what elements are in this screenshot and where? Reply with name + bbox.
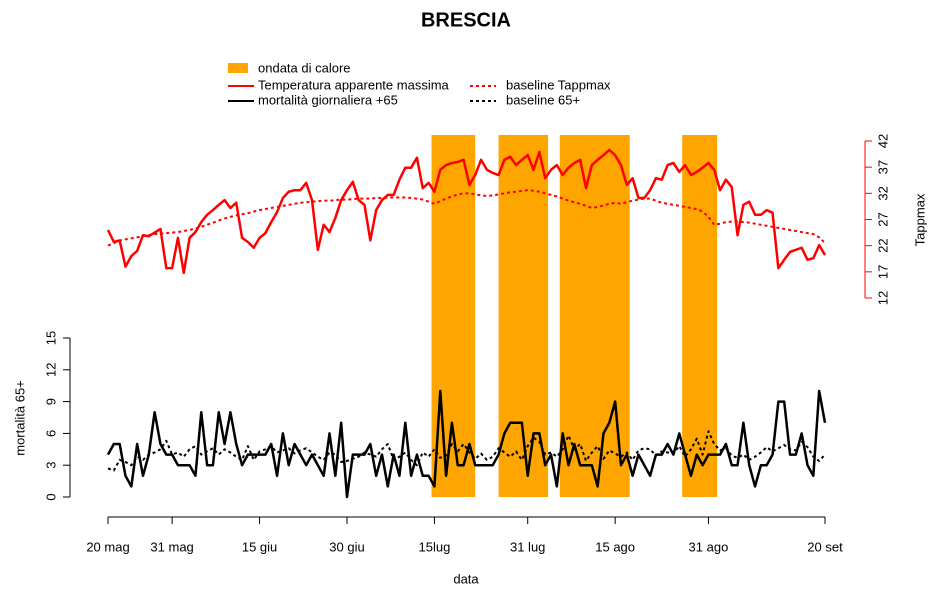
x-tick-label: 20 set (807, 539, 843, 554)
y2-tick-label: 17 (875, 265, 890, 279)
y2-tick-label: 27 (875, 212, 890, 226)
x-tick-label: 15 ago (595, 539, 635, 554)
y-tick-label: 6 (43, 430, 58, 437)
y-axis-title: mortalità 65+ (12, 380, 27, 456)
x-tick-label: 15 giu (242, 539, 277, 554)
chart-title: BRESCIA (421, 9, 511, 31)
series-line (106, 389, 827, 499)
series-line (107, 189, 826, 247)
legend-swatch (228, 63, 248, 73)
x-tick-label: 31 ago (689, 539, 729, 554)
x-tick-label: 15lug (419, 539, 451, 554)
y2-tick-label: 12 (875, 291, 890, 305)
legend-label: ondata di calore (258, 60, 351, 75)
y2-tick-label: 32 (875, 186, 890, 200)
y-tick-label: 15 (43, 331, 58, 345)
y-tick-label: 3 (43, 462, 58, 469)
series-line (106, 148, 827, 275)
x-tick-label: 31 mag (150, 539, 193, 554)
legend-label: baseline Tappmax (506, 77, 611, 92)
x-tick-label: 20 mag (86, 539, 129, 554)
x-axis-title: data (453, 571, 479, 586)
legend-label: baseline 65+ (506, 92, 580, 107)
x-tick-label: 31 lug (510, 539, 545, 554)
y2-axis-title: Tappmax (912, 193, 927, 246)
y2-tick-label: 37 (875, 160, 890, 174)
heatwave-band (682, 135, 718, 497)
series-line (107, 430, 826, 472)
x-tick-label: 30 giu (329, 539, 364, 554)
legend-label: mortalità giornaliera +65 (258, 92, 398, 107)
y-tick-label: 9 (43, 398, 58, 405)
y2-tick-label: 22 (875, 238, 890, 252)
legend-label: Temperatura apparente massima (258, 77, 450, 92)
y-tick-label: 12 (43, 363, 58, 377)
y-tick-label: 0 (43, 493, 58, 500)
y2-tick-label: 42 (875, 134, 890, 148)
